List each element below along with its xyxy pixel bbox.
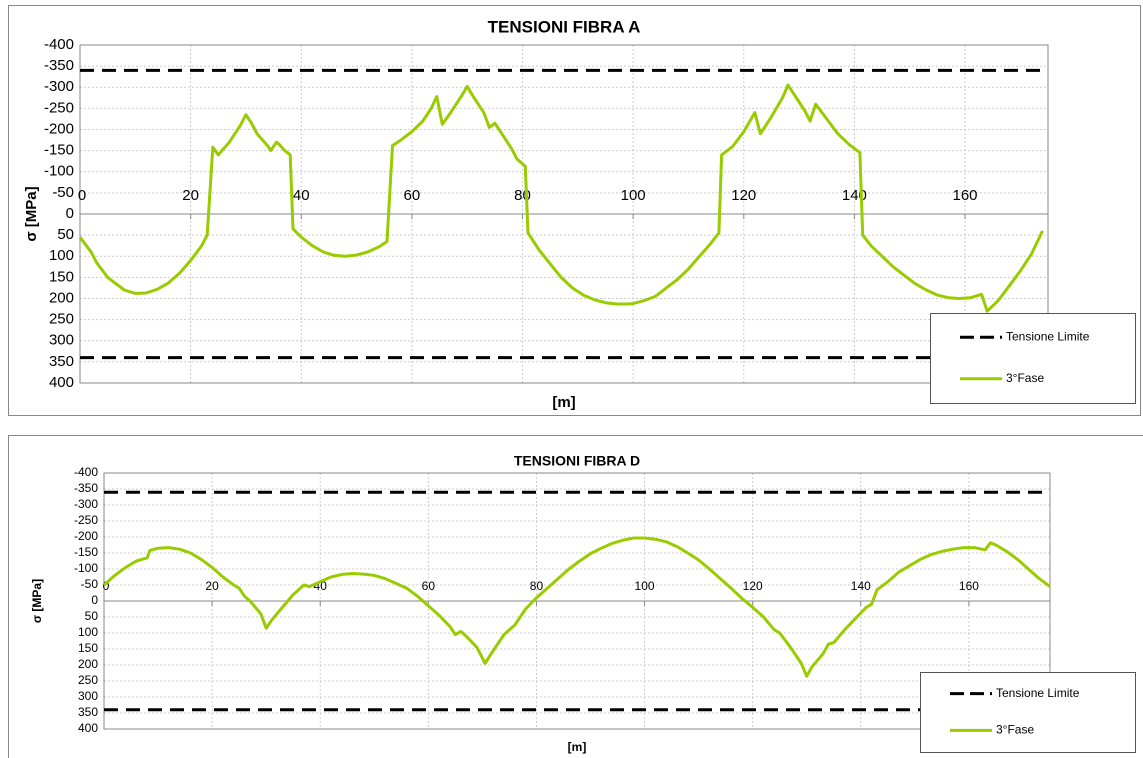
y-tick-label: 250 [49,311,74,328]
y-tick-label: -50 [81,577,99,591]
y-tick-label: 150 [78,641,98,655]
y-tick-label: 350 [49,353,74,370]
y-tick-label: 400 [49,374,74,391]
chart-title: TENSIONI FIBRA A [488,17,641,36]
y-tick-label: 50 [85,609,99,623]
x-axis-label: [m] [568,740,587,754]
x-tick-label: 120 [731,187,756,204]
x-tick-label: 60 [422,579,436,593]
y-tick-label: -100 [44,163,74,180]
y-tick-label: 350 [78,705,98,719]
x-tick-label: 140 [842,187,867,204]
x-axis-label: [m] [552,394,575,411]
y-tick-label: -300 [74,497,98,511]
x-tick-label: 40 [293,187,310,204]
y-tick-label: -300 [44,78,74,95]
y-tick-label: 0 [91,593,98,607]
y-tick-label: -100 [74,561,98,575]
y-tick-label: 300 [49,332,74,349]
chart: TENSIONI FIBRA A -400 -350 -300 -250 -200 -150… [8,5,1141,416]
x-tick-label: 60 [404,187,421,204]
y-axis-label: σ [MPa] [30,579,44,623]
y-tick-label: -350 [44,57,74,74]
legend-label: 3°Fase [996,723,1034,737]
series-line [78,83,1044,313]
x-tick-label: 120 [743,579,763,593]
y-tick-label: -250 [44,99,74,116]
x-tick-label: 80 [514,187,531,204]
legend-label: Tensione Limite [996,686,1080,700]
y-tick-label: -200 [74,529,98,543]
x-tick-label: 20 [205,579,219,593]
y-tick-label: 300 [78,689,98,703]
y-tick-label: 150 [49,268,74,285]
y-tick-label: 100 [78,625,98,639]
legend-box [930,313,1136,404]
y-tick-label: -400 [74,465,98,479]
x-tick-label: 80 [530,579,544,593]
y-tick-label: -150 [44,142,74,159]
y-tick-label: -200 [44,120,74,137]
x-tick-label: 20 [182,187,199,204]
legend-label: 3°Fase [1006,371,1044,385]
y-tick-label: -400 [44,36,74,53]
x-tick-label: 140 [851,579,871,593]
y-tick-label: -250 [74,513,98,527]
y-tick-label: 400 [78,721,98,735]
chart: TENSIONI FIBRA D -400 -350 -300 -250 -200 -150… [8,435,1143,758]
y-tick-label: -350 [74,481,98,495]
x-tick-label: 160 [953,187,978,204]
x-tick-label: 100 [635,579,655,593]
x-tick-label: 0 [78,187,86,204]
legend-box [920,672,1136,753]
y-axis-label: σ [MPa] [23,186,40,241]
y-tick-label: 250 [78,673,98,687]
y-tick-label: 200 [78,657,98,671]
x-tick-label: 100 [621,187,646,204]
series-line [103,536,1051,678]
y-tick-label: 0 [66,205,74,222]
legend-label: Tensione Limite [1006,329,1090,343]
y-tick-label: 100 [49,247,74,264]
y-tick-label: 50 [57,226,74,243]
y-tick-label: -50 [52,184,74,201]
chart-title: TENSIONI FIBRA D [514,453,640,469]
y-tick-label: -150 [74,545,98,559]
y-tick-label: 200 [49,289,74,306]
x-tick-label: 0 [103,579,110,593]
x-tick-label: 160 [959,579,979,593]
